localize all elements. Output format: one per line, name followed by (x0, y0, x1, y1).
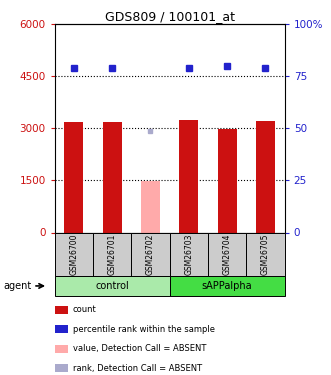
Text: count: count (73, 305, 97, 314)
Bar (217, 129, 237, 232)
Text: control: control (95, 281, 129, 291)
Text: GSM26703: GSM26703 (184, 233, 193, 275)
Text: GSM26702: GSM26702 (146, 233, 155, 275)
Text: agent: agent (3, 281, 31, 291)
Text: percentile rank within the sample: percentile rank within the sample (73, 325, 215, 334)
Bar (141, 181, 160, 232)
Text: sAPPalpha: sAPPalpha (202, 281, 253, 291)
Bar (179, 120, 198, 232)
Text: GSM26704: GSM26704 (223, 233, 232, 275)
Text: GSM26701: GSM26701 (108, 233, 117, 275)
Bar (256, 121, 275, 232)
Bar (64, 122, 83, 232)
Text: GSM26705: GSM26705 (261, 233, 270, 275)
Text: value, Detection Call = ABSENT: value, Detection Call = ABSENT (73, 344, 206, 353)
Text: rank, Detection Call = ABSENT: rank, Detection Call = ABSENT (73, 364, 202, 373)
Title: GDS809 / 100101_at: GDS809 / 100101_at (105, 10, 235, 23)
Bar (103, 122, 122, 232)
Text: GSM26700: GSM26700 (69, 233, 78, 275)
